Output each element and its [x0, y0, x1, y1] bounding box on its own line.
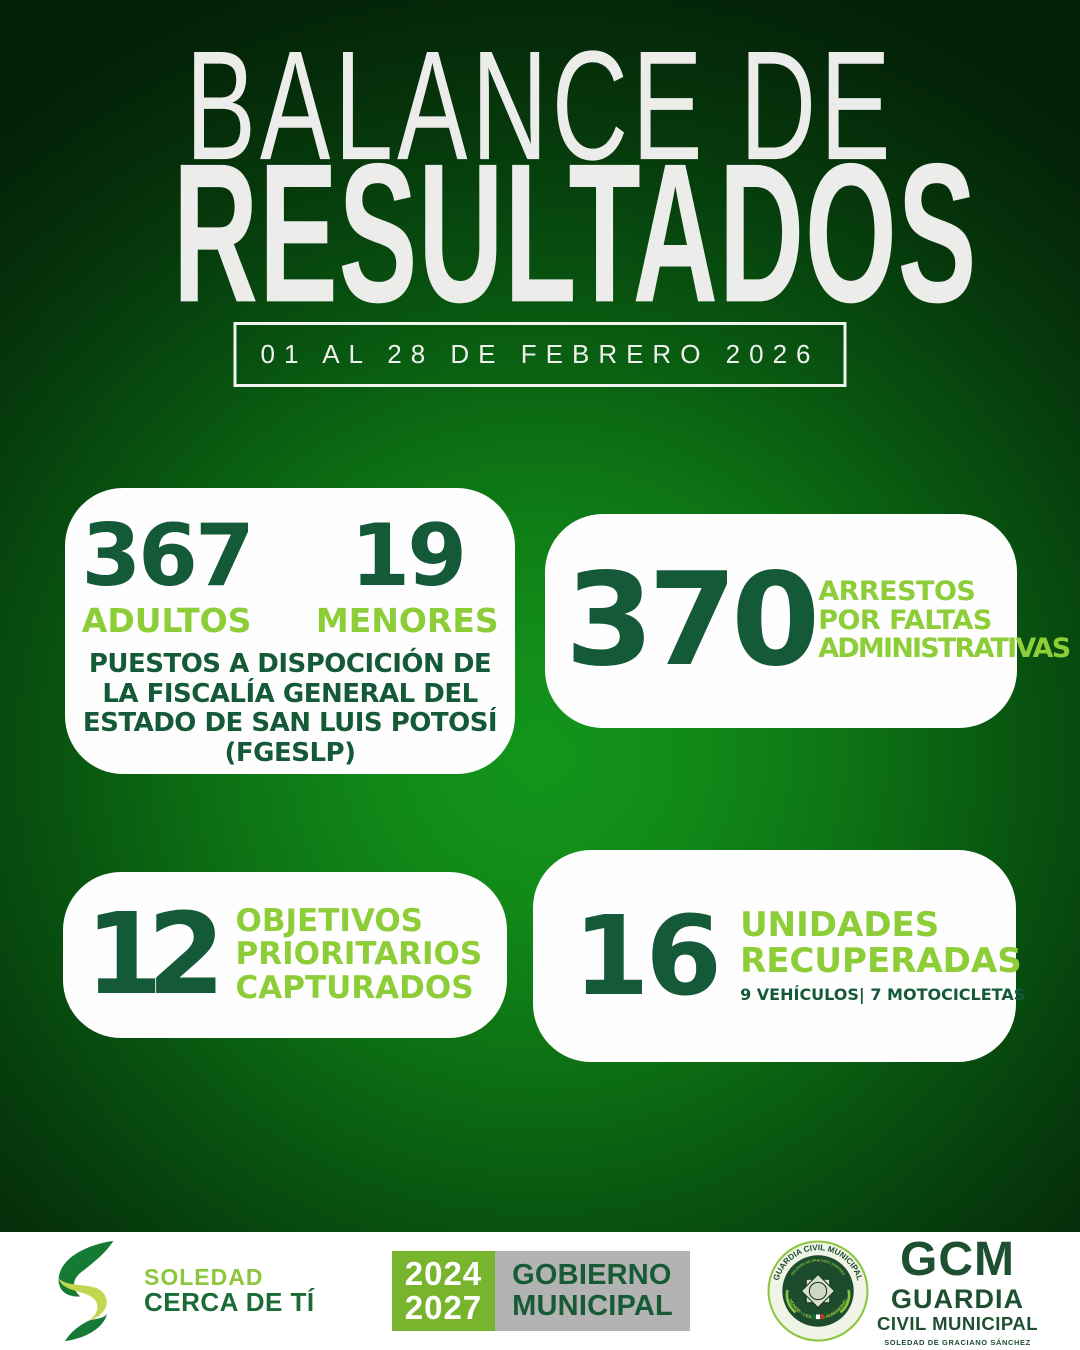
recovered-units-label-line: RECUPERADAS — [740, 941, 1022, 981]
dispositions-desc-line: PUESTOS A DISPOCICIÓN DE — [88, 649, 492, 680]
card-recovered-units: 16 UNIDADES RECUPERADAS 9 VEHÍCULOS| 7 M… — [533, 850, 1025, 1062]
priority-targets-label-line: CAPTURADOS — [235, 969, 474, 1006]
term-year-end: 2027 — [404, 1289, 483, 1326]
gcm-name-line: GUARDIA — [891, 1284, 1024, 1314]
term-years-block: 2024 2027 — [391, 1250, 496, 1332]
priority-targets-label: OBJETIVOS PRIORITARIOS CAPTURADOS — [235, 903, 483, 1006]
arrests-value: 370 — [565, 546, 820, 696]
arrests-label-line: POR FALTAS — [818, 604, 992, 636]
recovered-units-detail: 9 VEHÍCULOS| 7 MOTOCICLETAS — [740, 984, 1026, 1004]
footer-bar: SOLEDAD CERCA DE TÍ 2024 2027 GOBIERNO M… — [0, 1232, 1080, 1350]
dispositions-desc-line: (FGESLP) — [224, 737, 356, 768]
minors-stat: 19 MENORES — [315, 506, 499, 641]
card-priority-targets: 12 OBJETIVOS PRIORITARIOS CAPTURADOS — [63, 872, 507, 1038]
soledad-name: SOLEDAD — [144, 1263, 264, 1290]
arrests-label-line: ADMINISTRATIVAS — [818, 633, 1071, 665]
gcm-name-line: CIVIL MUNICIPAL — [877, 1313, 1038, 1334]
priority-targets-label-line: PRIORITARIOS — [235, 936, 483, 973]
priority-targets-label-line: OBJETIVOS — [235, 903, 424, 940]
soledad-logo-text: SOLEDAD CERCA DE TÍ — [144, 1263, 315, 1318]
card-dispositions: 367 ADULTOS 19 MENORES PUESTOS A DISPOCI… — [65, 488, 515, 774]
soledad-tagline: CERCA DE TÍ — [144, 1287, 315, 1318]
government-line: MUNICIPAL — [512, 1290, 673, 1322]
poster-title-line1: BALANCE DE — [185, 18, 895, 193]
card-arrests: 370 ARRESTOS POR FALTAS ADMINISTRATIVAS — [545, 514, 1071, 728]
dispositions-numbers-row: 367 ADULTOS 19 MENORES — [65, 506, 515, 641]
adults-value: 367 — [81, 506, 255, 606]
recovered-units-label-line: UNIDADES — [740, 905, 940, 946]
recovered-units-label: UNIDADES RECUPERADAS 9 VEHÍCULOS| 7 MOTO… — [740, 905, 1026, 1004]
adults-stat: 367 ADULTOS — [81, 506, 255, 641]
gcm-badge-icon: GUARDIA CIVIL MUNICIPAL SOLEDAD DE GRACI… — [767, 1240, 869, 1342]
dispositions-desc-line: LA FISCALÍA GENERAL DEL — [102, 678, 478, 709]
arrests-label: ARRESTOS POR FALTAS ADMINISTRATIVAS — [818, 576, 1071, 665]
period-text: 01 AL 28 DE FEBRERO 2026 — [260, 339, 820, 369]
gcm-abbr: GCM — [900, 1233, 1015, 1286]
dispositions-description: PUESTOS A DISPOCICIÓN DE LA FISCALÍA GEN… — [65, 650, 515, 768]
recovered-units-value: 16 — [573, 891, 722, 1020]
minors-label: MENORES — [315, 601, 499, 641]
minors-value: 19 — [350, 506, 467, 606]
period-banner: 01 AL 28 DE FEBRERO 2026 — [233, 322, 847, 387]
priority-targets-value: 12 — [85, 889, 225, 1020]
poster-title-line2: RESULTADOS — [172, 121, 978, 344]
gcm-logo-text: GCM GUARDIA CIVIL MUNICIPAL SOLEDAD DE G… — [877, 1236, 1038, 1346]
gcm-municipality: SOLEDAD DE GRACIANO SÁNCHEZ — [884, 1337, 1031, 1347]
soledad-logo-group: SOLEDAD CERCA DE TÍ — [42, 1239, 315, 1343]
dispositions-desc-line: ESTADO DE SAN LUIS POTOSÍ — [82, 708, 498, 739]
term-badge: 2024 2027 GOBIERNO MUNICIPAL — [391, 1250, 690, 1332]
government-line: GOBIERNO — [512, 1259, 672, 1292]
term-government-block: GOBIERNO MUNICIPAL — [495, 1250, 690, 1332]
gcm-logo-group: GUARDIA CIVIL MUNICIPAL SOLEDAD DE GRACI… — [767, 1236, 1038, 1346]
adults-label: ADULTOS — [81, 601, 252, 641]
arrests-label-line: ARRESTOS — [818, 576, 976, 608]
term-year-start: 2024 — [404, 1254, 483, 1292]
soledad-s-logo-icon — [58, 1240, 114, 1342]
